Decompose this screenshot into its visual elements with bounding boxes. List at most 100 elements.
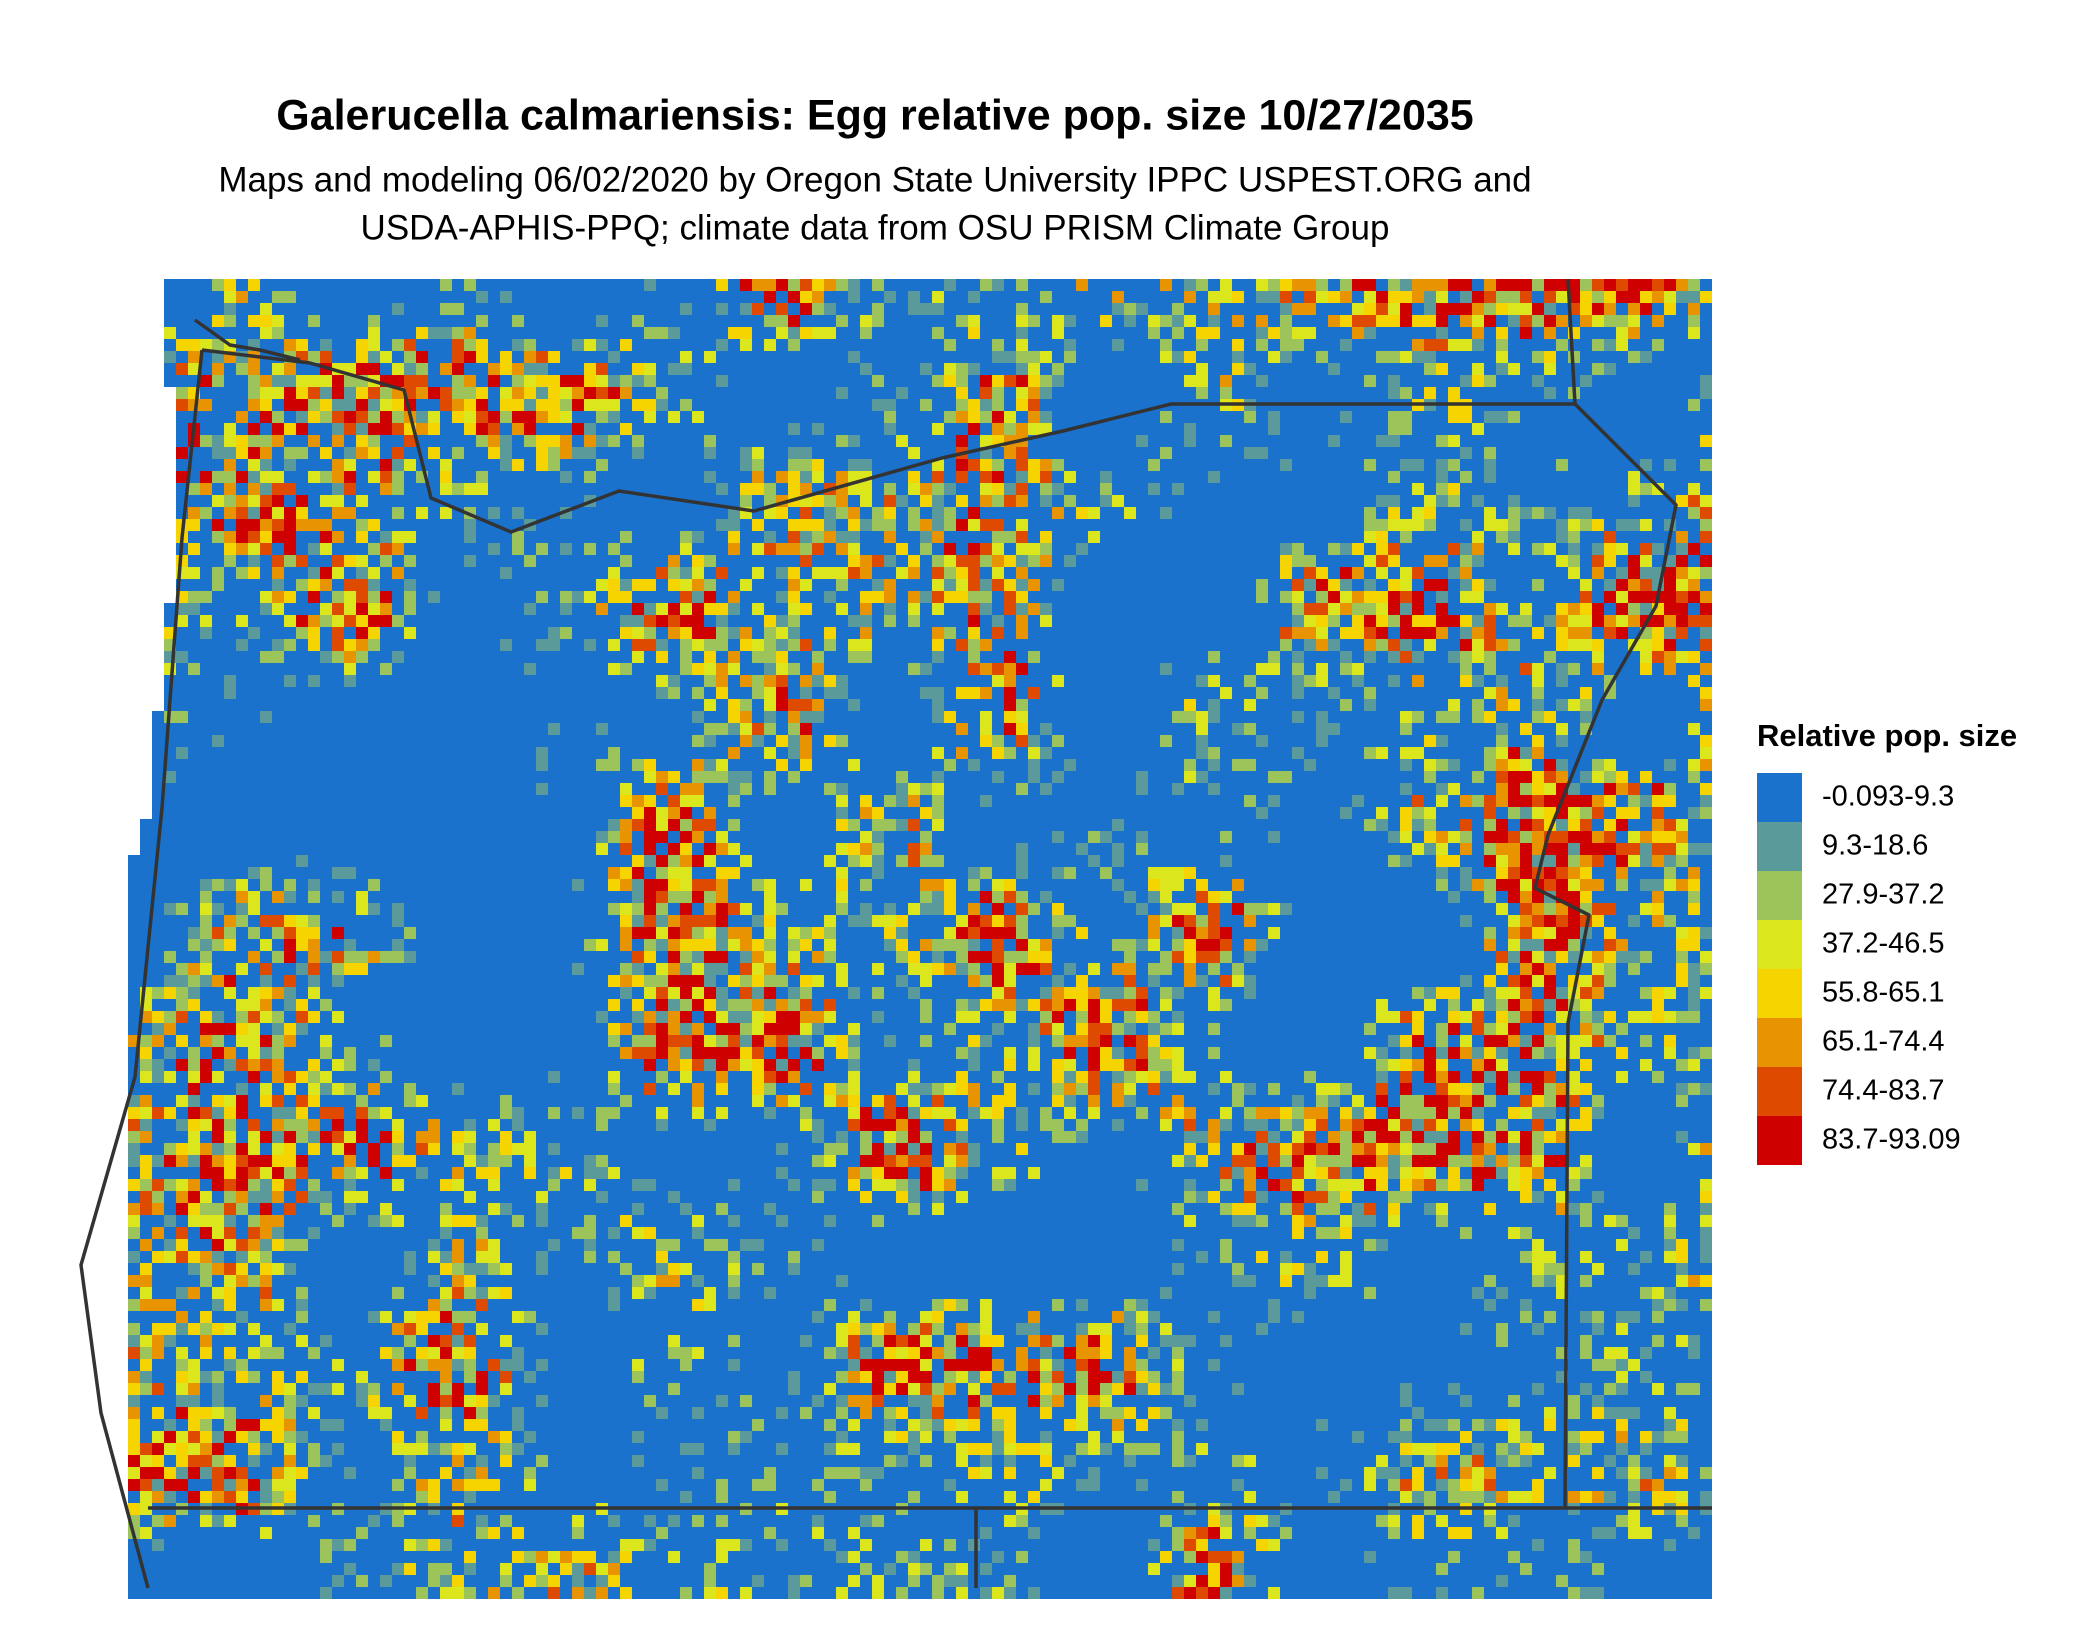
- map-cell: [1508, 687, 1520, 699]
- map-cell: [572, 459, 584, 471]
- map-cell: [1376, 375, 1388, 387]
- map-cell: [176, 615, 188, 627]
- map-cell: [512, 711, 524, 723]
- map-cell: [1280, 555, 1292, 567]
- map-cell: [980, 423, 992, 435]
- map-cell: [1016, 507, 1028, 519]
- map-cell: [1556, 687, 1568, 699]
- map-cell: [1076, 603, 1088, 615]
- map-cell: [416, 411, 428, 423]
- map-cell: [1472, 675, 1484, 687]
- map-cell: [1280, 651, 1292, 663]
- map-cell: [536, 291, 548, 303]
- map-cell: [1052, 735, 1064, 747]
- map-cell: [356, 291, 368, 303]
- map-cell: [1520, 579, 1532, 591]
- map-cell: [620, 615, 632, 627]
- map-cell: [1088, 567, 1100, 579]
- map-cell: [608, 615, 620, 627]
- map-cell: [1052, 363, 1064, 375]
- map-cell: [284, 471, 296, 483]
- map-cell: [1640, 495, 1652, 507]
- map-cell: [908, 675, 920, 687]
- map-cell: [200, 579, 212, 591]
- map-cell: [1676, 291, 1688, 303]
- map-cell: [1064, 651, 1076, 663]
- map-cell: [1388, 363, 1400, 375]
- map-cell: [1676, 687, 1688, 699]
- map-cell: [848, 579, 860, 591]
- map-cell: [1136, 471, 1148, 483]
- map-cell: [1040, 555, 1052, 567]
- map-cell: [1304, 471, 1316, 483]
- map-cell: [956, 351, 968, 363]
- map-cell: [1148, 495, 1160, 507]
- map-cell: [656, 651, 668, 663]
- map-cell: [1352, 663, 1364, 675]
- map-cell: [1124, 495, 1136, 507]
- map-cell: [1328, 627, 1340, 639]
- map-cell: [896, 483, 908, 495]
- map-cell: [548, 579, 560, 591]
- map-cell: [1208, 615, 1220, 627]
- map-cell: [476, 423, 488, 435]
- map-cell: [968, 435, 980, 447]
- map-cell: [1592, 447, 1604, 459]
- map-cell: [944, 531, 956, 543]
- map-cell: [680, 375, 692, 387]
- map-cell: [488, 495, 500, 507]
- map-cell: [368, 735, 380, 747]
- map-cell: [1064, 699, 1076, 711]
- map-cell: [992, 591, 1004, 603]
- map-cell: [608, 543, 620, 555]
- map-cell: [476, 387, 488, 399]
- map-cell: [512, 387, 524, 399]
- map-cell: [500, 387, 512, 399]
- map-cell: [860, 387, 872, 399]
- map-cell: [524, 315, 536, 327]
- map-cell: [416, 291, 428, 303]
- map-cell: [1244, 423, 1256, 435]
- map-cell: [320, 447, 332, 459]
- map-cell: [560, 735, 572, 747]
- map-cell: [884, 351, 896, 363]
- map-cell: [1376, 279, 1388, 291]
- map-cell: [476, 507, 488, 519]
- map-cell: [932, 603, 944, 615]
- map-cell: [668, 711, 680, 723]
- map-cell: [1076, 663, 1088, 675]
- map-cell: [1220, 555, 1232, 567]
- map-cell: [1688, 399, 1700, 411]
- map-cell: [1676, 615, 1688, 627]
- map-cell: [716, 699, 728, 711]
- map-cell: [836, 279, 848, 291]
- map-cell: [1580, 435, 1592, 447]
- map-cell: [1304, 459, 1316, 471]
- map-cell: [404, 471, 416, 483]
- map-cell: [692, 303, 704, 315]
- map-cell: [164, 351, 176, 363]
- map-cell: [1424, 363, 1436, 375]
- map-cell: [572, 327, 584, 339]
- map-cell: [932, 363, 944, 375]
- map-cell: [1160, 459, 1172, 471]
- map-cell: [1208, 459, 1220, 471]
- map-cell: [1292, 387, 1304, 399]
- map-cell: [584, 399, 596, 411]
- map-cell: [164, 603, 176, 615]
- map-cell: [1016, 303, 1028, 315]
- map-cell: [776, 699, 788, 711]
- map-cell: [1604, 423, 1616, 435]
- map-cell: [1208, 483, 1220, 495]
- map-cell: [1004, 327, 1016, 339]
- map-cell: [356, 615, 368, 627]
- map-cell: [1664, 615, 1676, 627]
- map-cell: [848, 327, 860, 339]
- map-cell: [1688, 291, 1700, 303]
- map-cell: [380, 471, 392, 483]
- map-cell: [1124, 459, 1136, 471]
- map-cell: [644, 591, 656, 603]
- map-cell: [1172, 495, 1184, 507]
- map-cell: [632, 615, 644, 627]
- map-cell: [1388, 603, 1400, 615]
